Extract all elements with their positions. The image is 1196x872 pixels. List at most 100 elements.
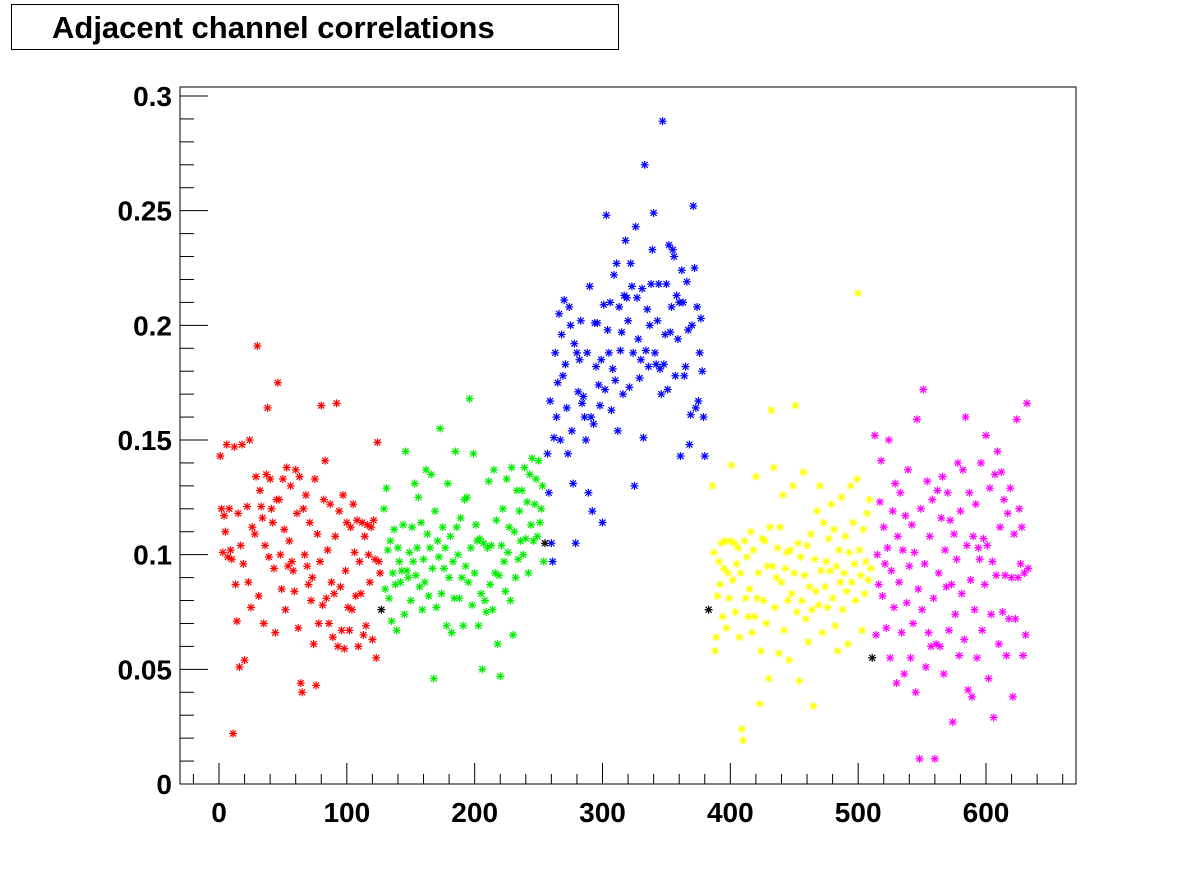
- data-point: [229, 729, 238, 738]
- data-point-stroke: [723, 624, 730, 632]
- data-point-stroke: [641, 161, 649, 169]
- data-point: [786, 546, 795, 555]
- data-point: [760, 536, 769, 545]
- data-point: [1008, 692, 1017, 701]
- data-point: [889, 603, 898, 612]
- data-point: [598, 518, 607, 527]
- data-point-stroke: [1013, 415, 1021, 423]
- data-point-stroke: [659, 117, 667, 125]
- data-point-stroke: [994, 448, 1001, 455]
- data-point: [341, 566, 350, 575]
- data-point-stroke: [390, 526, 398, 533]
- data-point-stroke: [763, 562, 771, 570]
- data-point: [911, 688, 920, 697]
- data-point: [677, 266, 686, 275]
- data-point: [912, 415, 921, 424]
- data-point: [405, 548, 414, 557]
- data-point: [795, 676, 804, 685]
- data-point: [436, 424, 445, 433]
- data-point: [767, 406, 776, 415]
- data-point-stroke: [657, 390, 665, 398]
- data-point: [832, 562, 841, 571]
- data-point: [364, 550, 373, 559]
- data-point-stroke: [610, 271, 618, 279]
- data-point: [663, 385, 672, 394]
- y-tick-label: 0: [156, 769, 172, 800]
- data-point: [517, 486, 526, 495]
- data-point: [866, 564, 875, 573]
- data-point-stroke: [974, 544, 982, 552]
- data-point-stroke: [679, 298, 687, 306]
- data-point-stroke: [755, 569, 762, 577]
- data-point-stroke: [296, 473, 303, 481]
- data-point: [387, 617, 396, 626]
- data-point-stroke: [812, 587, 820, 595]
- data-point-stroke: [395, 558, 403, 565]
- data-point: [723, 569, 732, 578]
- data-point-stroke: [384, 546, 392, 554]
- data-point: [828, 594, 837, 603]
- data-point: [474, 621, 483, 630]
- data-point-stroke: [583, 349, 591, 357]
- data-point-stroke: [833, 562, 840, 570]
- data-point-stroke: [693, 303, 701, 311]
- data-point: [846, 481, 855, 490]
- data-point-stroke: [670, 253, 678, 260]
- data-point: [331, 532, 340, 541]
- data-point: [653, 316, 662, 325]
- data-point-stroke: [674, 335, 682, 343]
- data-point: [870, 431, 879, 440]
- data-point: [763, 562, 772, 571]
- data-point: [282, 463, 291, 472]
- data-point-stroke: [639, 434, 647, 442]
- data-point-stroke: [243, 503, 251, 510]
- data-point-stroke: [760, 597, 767, 604]
- data-point: [246, 603, 255, 612]
- data-point-stroke: [335, 507, 343, 515]
- data-point: [267, 504, 276, 513]
- data-point-stroke: [408, 523, 416, 531]
- data-point: [667, 302, 676, 311]
- data-point-stroke: [452, 448, 459, 455]
- data-point-stroke: [421, 578, 429, 586]
- data-point: [396, 578, 405, 587]
- data-point-stroke: [725, 594, 733, 602]
- data-point-stroke: [324, 546, 332, 554]
- data-point: [413, 543, 422, 552]
- data-point: [618, 390, 627, 399]
- data-point-stroke: [385, 594, 393, 602]
- data-point-stroke: [774, 544, 782, 552]
- data-point: [794, 539, 803, 548]
- data-point-stroke: [852, 597, 860, 604]
- data-point-stroke: [821, 583, 829, 591]
- data-point-stroke: [1011, 615, 1019, 623]
- data-point: [649, 208, 658, 217]
- data-point: [670, 252, 679, 261]
- data-point: [964, 685, 973, 694]
- data-point: [451, 447, 460, 456]
- data-point-stroke: [522, 535, 530, 543]
- data-point-stroke: [866, 496, 874, 504]
- data-point: [287, 557, 296, 566]
- data-point: [289, 566, 298, 575]
- data-point: [617, 328, 626, 337]
- data-point-stroke: [647, 280, 655, 288]
- data-point-stroke: [294, 624, 302, 632]
- data-point-stroke: [464, 578, 472, 586]
- data-point: [750, 612, 759, 621]
- data-point: [905, 562, 914, 571]
- y-tick-label: 0.25: [118, 196, 173, 227]
- data-point: [225, 504, 234, 513]
- data-point-stroke: [555, 310, 563, 318]
- data-point: [851, 596, 860, 605]
- data-point-stroke: [267, 505, 275, 513]
- data-point: [847, 578, 856, 587]
- data-point-stroke: [246, 436, 254, 444]
- data-point: [1019, 651, 1028, 660]
- data-point: [976, 458, 985, 467]
- data-point: [315, 557, 324, 566]
- data-point: [408, 523, 417, 532]
- data-point: [607, 406, 616, 415]
- chart-title-box: Adjacent channel correlations: [11, 4, 619, 50]
- data-point-stroke: [338, 626, 346, 634]
